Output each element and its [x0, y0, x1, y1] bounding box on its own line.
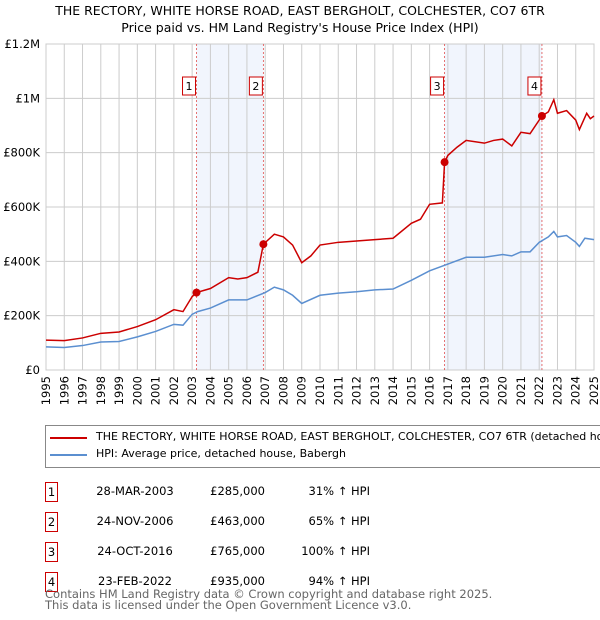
sale-price: £463,000 — [210, 514, 265, 528]
y-tick-label: £800K — [3, 146, 40, 160]
sale-price: £765,000 — [210, 544, 265, 558]
chart-plot: 1995 1996 1997 1998 1999 2000 2001 2002 2003 2004… — [3, 37, 600, 405]
sale-number: 4 — [45, 572, 58, 592]
sale-label: 1 — [186, 80, 193, 93]
sale-hpi-change: 94% ↑ HPI — [308, 574, 370, 588]
legend-hpi: HPI: Average price, detached house, Babe… — [96, 447, 346, 460]
x-tick-label: 2002 — [167, 376, 181, 405]
y-tick-label: £0 — [25, 363, 40, 377]
sale-point — [192, 288, 201, 297]
footer: Contains HM Land Registry data © Crown c… — [45, 587, 493, 612]
x-tick-label: 2019 — [477, 376, 491, 405]
sale-number: 1 — [45, 482, 58, 502]
x-tick-label: 1996 — [57, 376, 71, 405]
x-tick-label: 2017 — [441, 376, 455, 405]
x-tick-label: 2001 — [149, 376, 163, 405]
x-tick-label: 2005 — [222, 376, 236, 405]
sale-point — [537, 111, 546, 120]
footer-line1: Contains HM Land Registry data © Crown c… — [45, 587, 493, 601]
sale-label-box — [248, 76, 263, 96]
x-tick-label: 2015 — [404, 376, 418, 405]
y-tick-label: £1.2M — [4, 37, 40, 51]
sale-hpi-change: 31% ↑ HPI — [308, 484, 370, 498]
x-tick-label: 2020 — [496, 376, 510, 405]
legend-red-line — [50, 437, 87, 439]
x-tick-label: 2021 — [514, 376, 528, 405]
x-tick-label: 2016 — [423, 376, 437, 405]
sale-label: 2 — [252, 80, 259, 93]
sale-point — [259, 240, 268, 249]
sale-number: 3 — [45, 542, 58, 562]
y-tick-label: £600K — [3, 200, 40, 214]
chart-title: THE RECTORY, WHITE HORSE ROAD, EAST BERG… — [55, 3, 545, 18]
legend-blue-line — [50, 454, 87, 456]
x-tick-label: 2003 — [185, 376, 199, 405]
x-tick-label: 2009 — [295, 376, 309, 405]
x-tick-label: 2000 — [130, 376, 144, 405]
plot-border — [45, 43, 595, 371]
x-tick-label: 2018 — [459, 376, 473, 405]
sale-date: 24-NOV-2006 — [96, 514, 174, 528]
x-tick-label: 2012 — [350, 376, 364, 405]
x-tick-label: 2013 — [368, 376, 382, 405]
x-tick-label: 2025 — [587, 376, 600, 405]
x-tick-label: 2011 — [331, 376, 345, 405]
sale-point — [440, 158, 449, 167]
sale-row: 4 23-FEB-2022 £935,000 94% ↑ HPI — [45, 572, 445, 592]
sale-label-box — [430, 76, 445, 96]
x-tick-label: 2023 — [550, 376, 564, 405]
x-tick-label: 2007 — [258, 376, 272, 405]
x-tick-label: 1999 — [112, 376, 126, 405]
footer-line2: This data is licensed under the Open Gov… — [45, 598, 412, 612]
x-tick-label: 2024 — [569, 376, 583, 405]
x-tick-label: 1998 — [94, 376, 108, 405]
sale-row: 3 24-OCT-2016 £765,000 100% ↑ HPI — [45, 542, 445, 562]
sale-row: 1 28-MAR-2003 £285,000 31% ↑ HPI — [45, 482, 445, 502]
x-tick-label: 2014 — [386, 376, 400, 405]
sale-row: 2 24-NOV-2006 £463,000 65% ↑ HPI — [45, 512, 445, 532]
x-tick-label: 2010 — [313, 376, 327, 405]
y-tick-label: £200K — [3, 309, 40, 323]
sale-date: 28-MAR-2003 — [96, 484, 174, 498]
sale-label-box — [527, 76, 542, 96]
y-tick-label: £1M — [15, 91, 40, 105]
chart-subtitle: Price paid vs. HM Land Registry's House … — [121, 20, 479, 35]
sale-date: 24-OCT-2016 — [97, 544, 173, 558]
sale-hpi-change: 65% ↑ HPI — [308, 514, 370, 528]
sale-number: 2 — [45, 512, 58, 532]
x-tick-label: 1995 — [39, 376, 53, 405]
x-tick-label: 2006 — [240, 376, 254, 405]
y-tick-label: £400K — [3, 254, 40, 268]
sale-label: 3 — [434, 80, 441, 93]
sale-label-box — [182, 76, 197, 96]
x-tick-label: 2004 — [203, 376, 217, 405]
x-tick-label: 1997 — [76, 376, 90, 405]
hpi-line — [45, 230, 595, 349]
x-tick-label: 2008 — [276, 376, 290, 405]
sale-date: 23-FEB-2022 — [98, 574, 172, 588]
sale-hpi-change: 100% ↑ HPI — [301, 544, 370, 558]
legend: THE RECTORY, WHITE HORSE ROAD, EAST BERG… — [45, 425, 600, 468]
sale-label: 4 — [531, 80, 538, 93]
property-price-line — [45, 97, 595, 342]
legend-property: THE RECTORY, WHITE HORSE ROAD, EAST BERG… — [96, 430, 600, 443]
sale-price: £285,000 — [210, 484, 265, 498]
x-tick-label: 2022 — [532, 376, 546, 405]
sale-price: £935,000 — [210, 574, 265, 588]
